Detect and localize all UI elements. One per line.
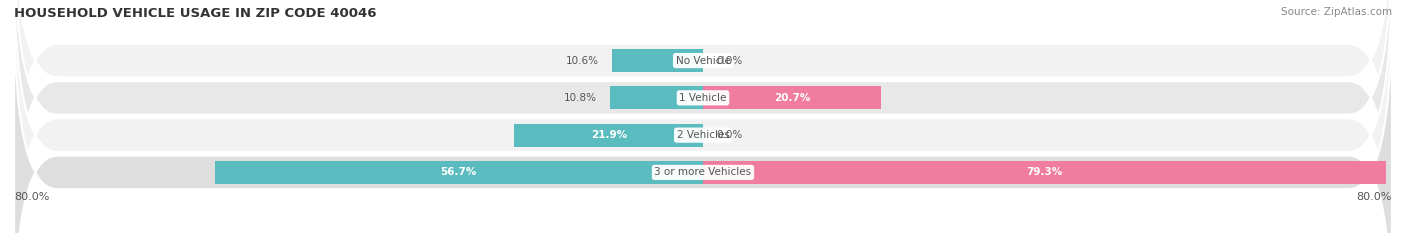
Bar — [215, 161, 703, 184]
Text: 21.9%: 21.9% — [591, 130, 627, 140]
Text: 0.0%: 0.0% — [716, 56, 742, 65]
Text: 20.7%: 20.7% — [773, 93, 810, 103]
FancyBboxPatch shape — [14, 0, 1392, 233]
Text: HOUSEHOLD VEHICLE USAGE IN ZIP CODE 40046: HOUSEHOLD VEHICLE USAGE IN ZIP CODE 4004… — [14, 7, 377, 20]
Bar — [515, 123, 703, 147]
Text: 80.0%: 80.0% — [14, 192, 49, 202]
FancyBboxPatch shape — [14, 3, 1392, 233]
Text: No Vehicle: No Vehicle — [675, 56, 731, 65]
Bar — [703, 161, 1386, 184]
Text: 1 Vehicle: 1 Vehicle — [679, 93, 727, 103]
FancyBboxPatch shape — [14, 0, 1392, 230]
Bar — [612, 49, 703, 72]
Text: Source: ZipAtlas.com: Source: ZipAtlas.com — [1281, 7, 1392, 17]
Text: 56.7%: 56.7% — [440, 168, 477, 177]
Text: 10.6%: 10.6% — [565, 56, 599, 65]
Text: 80.0%: 80.0% — [1357, 192, 1392, 202]
Text: 3 or more Vehicles: 3 or more Vehicles — [654, 168, 752, 177]
FancyBboxPatch shape — [14, 0, 1392, 233]
Text: 10.8%: 10.8% — [564, 93, 598, 103]
Bar — [610, 86, 703, 110]
Bar — [703, 86, 882, 110]
Text: 0.0%: 0.0% — [716, 130, 742, 140]
Text: 79.3%: 79.3% — [1026, 168, 1063, 177]
Text: 2 Vehicles: 2 Vehicles — [676, 130, 730, 140]
